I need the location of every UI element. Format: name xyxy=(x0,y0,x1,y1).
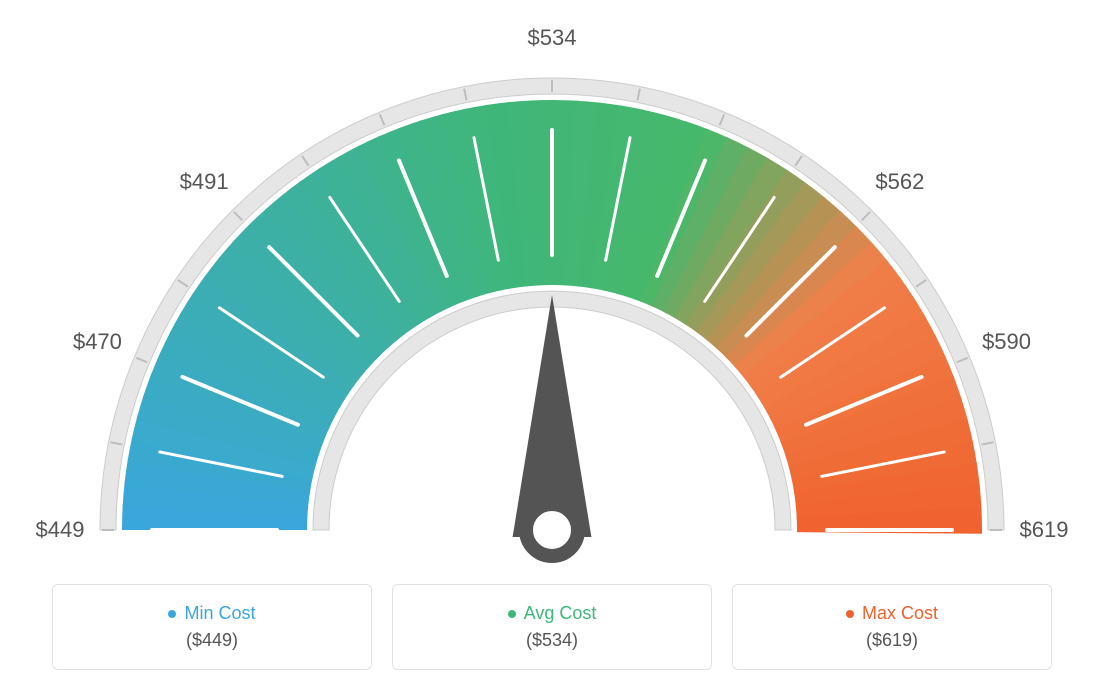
gauge-tick-label: $491 xyxy=(180,169,229,195)
legend-label-avg: Avg Cost xyxy=(524,603,597,624)
dot-icon xyxy=(508,610,516,618)
legend-card-min: Min Cost ($449) xyxy=(52,584,372,670)
dot-icon xyxy=(846,610,854,618)
gauge-tick-label: $562 xyxy=(875,169,924,195)
legend-value-min: ($449) xyxy=(65,630,359,651)
gauge-tick-label: $449 xyxy=(36,517,85,543)
legend-label-min: Min Cost xyxy=(184,603,255,624)
legend-value-avg: ($534) xyxy=(405,630,699,651)
legend-row: Min Cost ($449) Avg Cost ($534) Max Cost… xyxy=(0,584,1104,670)
dot-icon xyxy=(168,610,176,618)
gauge-tick-label: $470 xyxy=(73,329,122,355)
legend-card-max: Max Cost ($619) xyxy=(732,584,1052,670)
gauge-tick-label: $590 xyxy=(982,329,1031,355)
gauge-tick-label: $619 xyxy=(1020,517,1069,543)
gauge-chart: $449$470$491$534$562$590$619 xyxy=(52,30,1052,590)
legend-title-min: Min Cost xyxy=(168,603,255,624)
gauge-svg xyxy=(52,30,1052,590)
legend-title-max: Max Cost xyxy=(846,603,938,624)
legend-value-max: ($619) xyxy=(745,630,1039,651)
legend-card-avg: Avg Cost ($534) xyxy=(392,584,712,670)
legend-title-avg: Avg Cost xyxy=(508,603,597,624)
legend-label-max: Max Cost xyxy=(862,603,938,624)
gauge-tick-label: $534 xyxy=(528,25,577,51)
